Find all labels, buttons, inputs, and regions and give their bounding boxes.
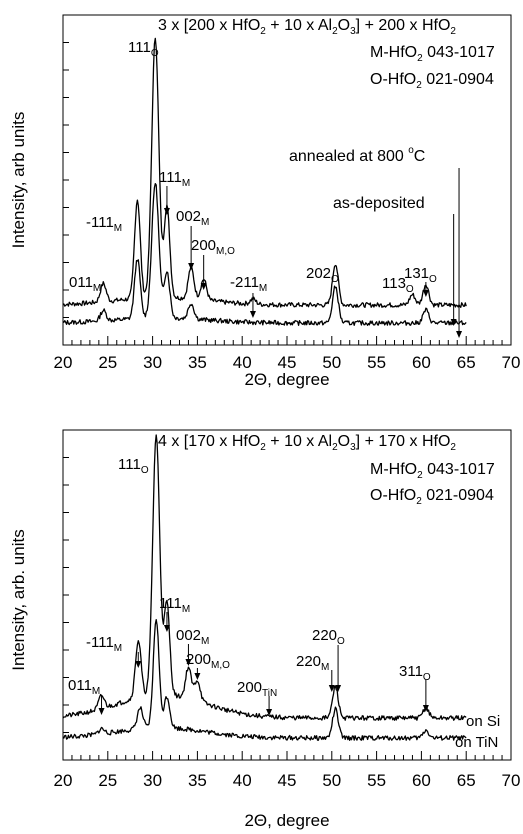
- peak-label: 200M,O: [191, 237, 235, 257]
- peak-arrowhead: [422, 290, 429, 297]
- reference-m-bottom: M-HfO2 043-1017: [370, 461, 495, 481]
- peak-label: 200M,O: [186, 651, 230, 671]
- x-tick-label: 40: [233, 771, 252, 790]
- peak-label: 011M: [69, 274, 101, 294]
- x-axis-label-top: 2Θ, degree: [244, 370, 329, 389]
- x-tick-labels-top: 20 25 30 35 40 45 50 55 60 65 70: [54, 353, 521, 372]
- peak-arrowhead: [188, 263, 195, 270]
- peak-arrowhead: [163, 208, 170, 215]
- x-ticks-bottom: [62, 751, 512, 760]
- peak-label: 111M: [159, 595, 190, 615]
- x-tick-label: 35: [188, 771, 207, 790]
- x-tick-label: 30: [143, 771, 162, 790]
- x-tick-label: 50: [322, 353, 341, 372]
- x-tick-label: 70: [502, 353, 521, 372]
- peak-arrowhead: [135, 661, 142, 668]
- as-deposited-label: as-deposited: [333, 195, 425, 212]
- peak-label: 220O: [312, 627, 345, 647]
- on-si-label: on Si: [466, 713, 500, 730]
- x-tick-label: 20: [54, 771, 73, 790]
- peak-arrowhead: [185, 659, 192, 666]
- chart-bottom: 20 25 30 35 40 45 50 55 60 65 70 2Θ, degree Intens…: [9, 429, 521, 830]
- peak-label: 220M: [296, 653, 329, 673]
- x-ticks-top: [62, 336, 512, 345]
- reference-o-bottom: O-HfO2 021-0904: [370, 487, 494, 507]
- peak-label: -211M: [230, 274, 267, 294]
- peak-label: 002M: [176, 208, 209, 228]
- sample-title-bottom: 4 x [170 x HfO2 + 10 x Al2O3] + 170 x Hf…: [158, 433, 456, 453]
- y-axis-label-top: Intensity, arb units: [9, 112, 28, 249]
- reference-o-top: O-HfO2 021-0904: [370, 71, 494, 91]
- y-ticks-top: [63, 42, 69, 318]
- peak-label: 131O: [404, 265, 437, 285]
- x-tick-label: 65: [457, 353, 476, 372]
- peak-label: 200TiN: [237, 679, 277, 699]
- x-tick-label: 60: [412, 353, 431, 372]
- peak-label: -111M: [86, 214, 122, 234]
- x-tick-label: 35: [188, 353, 207, 372]
- x-tick-label: 20: [54, 353, 73, 372]
- x-tick-labels-bottom: 20 25 30 35 40 45 50 55 60 65 70: [54, 771, 521, 790]
- peak-arrowhead: [266, 709, 273, 716]
- x-tick-label: 25: [98, 353, 117, 372]
- curve-pointer-arrowhead: [456, 331, 463, 338]
- peak-arrowhead: [98, 708, 105, 715]
- series-on-tin: [62, 619, 467, 741]
- peak-labels-bottom: 011M -111M 111O 111M 002M 200M,O 200TiN 220M 220…: [68, 456, 431, 716]
- peak-label: 111M: [159, 169, 190, 189]
- peak-arrowhead: [163, 625, 170, 632]
- peak-label: 311O: [399, 663, 431, 683]
- series-annealed: [62, 37, 467, 308]
- peak-label: 111O: [128, 39, 159, 59]
- peak-arrowhead: [422, 705, 429, 712]
- peak-labels-top: 011M -111M 111O 111M 002M 200M,O -211M 202O 113O…: [69, 39, 463, 338]
- peak-arrowhead: [200, 283, 207, 290]
- x-tick-label: 55: [367, 353, 386, 372]
- x-tick-label: 50: [322, 771, 341, 790]
- plot-frame-bottom: [62, 429, 512, 761]
- series-as-deposited: [62, 182, 467, 326]
- x-axis-label-bottom: 2Θ, degree: [244, 811, 329, 830]
- x-tick-label: 25: [98, 771, 117, 790]
- peak-arrowhead: [194, 673, 201, 680]
- annealed-label: annealed at 800 oC: [289, 145, 425, 165]
- series-on-si: [62, 434, 467, 721]
- peak-label: 111O: [118, 456, 149, 476]
- peak-arrowhead: [328, 685, 335, 692]
- peak-label: 113O: [382, 275, 414, 295]
- peak-label: 011M: [68, 677, 100, 697]
- x-tick-label: 60: [412, 771, 431, 790]
- peak-label: -111M: [86, 634, 122, 654]
- x-tick-label: 45: [278, 353, 297, 372]
- x-tick-label: 45: [278, 771, 297, 790]
- y-ticks-bottom: [63, 457, 69, 733]
- x-tick-label: 65: [457, 771, 476, 790]
- chart-top: 20 25 30 35 40 45 50 55 60 65 70 2Θ, degree Intens…: [9, 14, 521, 389]
- curve-pointer-arrowhead: [450, 319, 457, 326]
- x-tick-label: 40: [233, 353, 252, 372]
- peak-arrowhead: [249, 311, 256, 318]
- plot-frame-top: [62, 14, 512, 346]
- peak-label: 202O: [306, 265, 339, 285]
- x-tick-label: 55: [367, 771, 386, 790]
- x-tick-label: 30: [143, 353, 162, 372]
- y-axis-label-bottom: Intensity, arb. units: [9, 529, 28, 670]
- reference-m-top: M-HfO2 043-1017: [370, 44, 495, 64]
- peak-arrowhead: [335, 685, 342, 692]
- peak-label: 002M: [176, 627, 209, 647]
- on-tin-label: on TiN: [455, 734, 498, 751]
- x-tick-label: 70: [502, 771, 521, 790]
- sample-title-top: 3 x [200 x HfO2 + 10 x Al2O3] + 200 x Hf…: [158, 17, 456, 37]
